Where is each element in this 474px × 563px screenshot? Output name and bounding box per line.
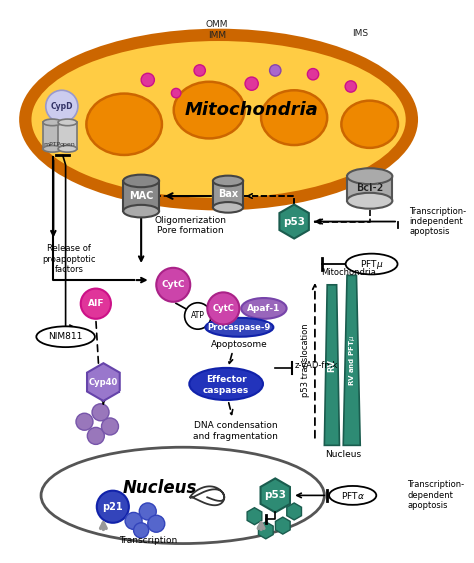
Text: Oligomerization
Pore formation: Oligomerization Pore formation <box>154 216 226 235</box>
Ellipse shape <box>347 168 392 184</box>
Text: Release of
proapoptotic
factors: Release of proapoptotic factors <box>43 244 96 274</box>
Circle shape <box>101 418 118 435</box>
Polygon shape <box>261 479 290 512</box>
Circle shape <box>87 427 104 444</box>
Text: Procaspase-9: Procaspase-9 <box>208 323 271 332</box>
Polygon shape <box>87 363 120 401</box>
Polygon shape <box>287 503 301 520</box>
Text: mPTP: mPTP <box>44 142 61 146</box>
Bar <box>347 176 392 201</box>
Ellipse shape <box>43 145 62 152</box>
Text: Mitochondria: Mitochondria <box>185 101 319 119</box>
Ellipse shape <box>241 298 287 319</box>
Text: p21: p21 <box>102 502 123 512</box>
Ellipse shape <box>41 447 324 543</box>
Text: IMM: IMM <box>208 32 226 41</box>
Ellipse shape <box>189 368 263 400</box>
Circle shape <box>194 65 205 76</box>
Text: Bcl-2: Bcl-2 <box>356 184 383 194</box>
Text: Transcription-
independent
apoptosis: Transcription- independent apoptosis <box>410 207 466 236</box>
Text: p53: p53 <box>264 490 286 501</box>
Text: Transcription-
dependent
apoptosis: Transcription- dependent apoptosis <box>408 480 465 510</box>
Bar <box>58 122 77 149</box>
Text: IMS: IMS <box>352 29 368 38</box>
Ellipse shape <box>36 327 95 347</box>
Text: Cyp40: Cyp40 <box>89 378 118 387</box>
Text: RV and PFT$\mu$: RV and PFT$\mu$ <box>347 335 357 386</box>
Text: RV: RV <box>328 359 337 372</box>
Ellipse shape <box>174 82 245 138</box>
Circle shape <box>97 491 129 523</box>
Text: p53: p53 <box>283 217 305 226</box>
Text: Apoptosome: Apoptosome <box>211 340 268 349</box>
Circle shape <box>139 503 156 520</box>
Polygon shape <box>275 517 290 534</box>
Text: CytC: CytC <box>212 304 234 313</box>
Ellipse shape <box>58 119 77 126</box>
Ellipse shape <box>43 119 62 126</box>
Text: Effector: Effector <box>206 375 246 384</box>
Circle shape <box>46 90 78 122</box>
Text: CytC: CytC <box>162 280 185 289</box>
Ellipse shape <box>346 254 398 274</box>
Polygon shape <box>258 522 273 539</box>
Polygon shape <box>247 508 262 525</box>
Circle shape <box>148 515 165 532</box>
Polygon shape <box>343 275 360 445</box>
Bar <box>123 181 159 211</box>
Circle shape <box>345 81 356 92</box>
Circle shape <box>125 512 142 529</box>
Text: z-VAD-fmk: z-VAD-fmk <box>294 360 337 369</box>
Ellipse shape <box>347 193 392 209</box>
Text: OMM: OMM <box>205 20 228 29</box>
Circle shape <box>92 404 109 421</box>
Ellipse shape <box>30 39 408 200</box>
Text: AIF: AIF <box>88 299 104 308</box>
Text: MAC: MAC <box>129 191 154 201</box>
Ellipse shape <box>123 205 159 217</box>
Ellipse shape <box>341 101 398 148</box>
Circle shape <box>172 88 181 98</box>
Text: ATP: ATP <box>191 311 205 320</box>
Text: PFT$\mu$: PFT$\mu$ <box>360 257 383 271</box>
Text: Transcription: Transcription <box>118 536 177 545</box>
Circle shape <box>184 303 211 329</box>
Text: CypD: CypD <box>51 102 73 111</box>
Circle shape <box>156 268 190 302</box>
Ellipse shape <box>213 202 243 213</box>
Ellipse shape <box>86 93 162 155</box>
Ellipse shape <box>123 175 159 187</box>
Ellipse shape <box>213 176 243 186</box>
Text: PFT$\alpha$: PFT$\alpha$ <box>341 490 365 501</box>
Circle shape <box>141 73 155 87</box>
Circle shape <box>207 292 239 324</box>
Text: Nucleus: Nucleus <box>325 450 361 459</box>
Circle shape <box>270 65 281 76</box>
Polygon shape <box>279 204 309 239</box>
Text: Bcl-2: Bcl-2 <box>356 184 383 194</box>
Text: p53 translocation: p53 translocation <box>301 324 310 397</box>
Text: Apaf-1: Apaf-1 <box>247 304 281 313</box>
Circle shape <box>245 77 258 90</box>
Bar <box>213 181 243 207</box>
Polygon shape <box>324 285 339 445</box>
Text: NIM811: NIM811 <box>48 332 83 341</box>
Text: caspases: caspases <box>203 386 249 395</box>
Ellipse shape <box>58 145 77 152</box>
Text: Mitochondria: Mitochondria <box>321 268 376 277</box>
Text: DNA condensation
and fragmentation: DNA condensation and fragmentation <box>193 422 278 441</box>
Text: Bax: Bax <box>218 189 238 199</box>
Circle shape <box>307 69 319 80</box>
Circle shape <box>81 289 111 319</box>
Ellipse shape <box>261 90 327 145</box>
Ellipse shape <box>21 31 416 208</box>
Circle shape <box>76 413 93 430</box>
Text: Nucleus: Nucleus <box>123 479 197 497</box>
Circle shape <box>134 523 149 538</box>
Ellipse shape <box>329 486 376 505</box>
Text: open: open <box>60 142 75 146</box>
Bar <box>43 122 62 149</box>
Ellipse shape <box>205 318 273 337</box>
